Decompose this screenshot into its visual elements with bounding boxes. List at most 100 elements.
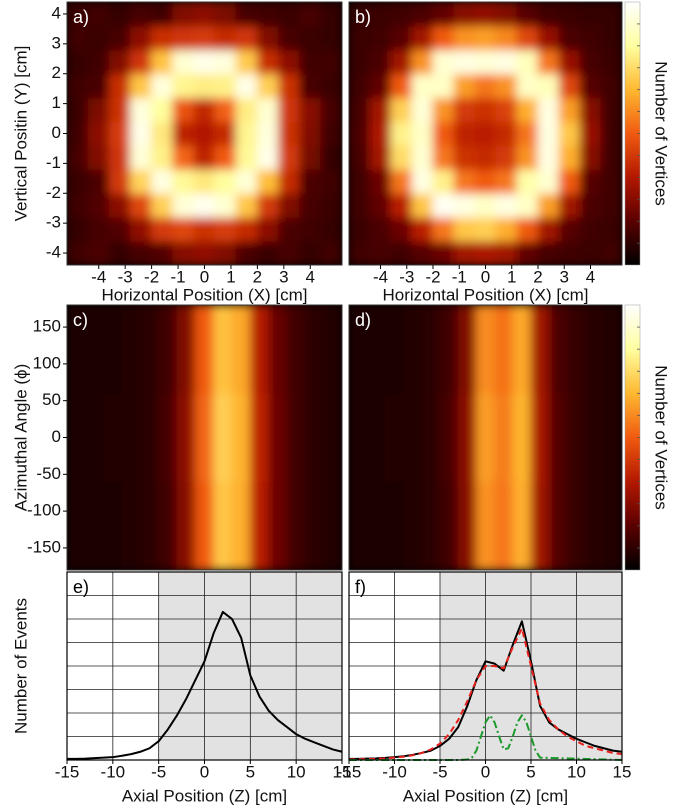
heatmap-cell <box>432 144 455 170</box>
heatmap-cells <box>67 2 342 265</box>
heatmap-cell <box>411 192 434 218</box>
y-tick-label: 1 <box>52 93 61 112</box>
heatmap-cell <box>421 305 441 394</box>
heatmap-cell <box>600 192 622 218</box>
heatmap-cell <box>411 216 434 242</box>
heatmap-cell <box>193 2 216 27</box>
heatmap-cell <box>558 25 581 51</box>
heatmap-cell <box>249 305 270 394</box>
heatmap-cell <box>103 481 123 570</box>
heatmap-cell <box>320 25 342 51</box>
heatmap-cell <box>158 481 178 570</box>
x-tick-label: -15 <box>55 762 80 781</box>
heatmap-cell <box>176 305 196 394</box>
heatmap-cell <box>67 49 89 75</box>
heatmap-cell <box>235 25 258 51</box>
heatmap-cell <box>286 305 306 394</box>
heatmap-cell <box>151 240 174 265</box>
heatmap-cell <box>158 392 178 483</box>
x-tick-label: 0 <box>200 267 209 286</box>
heatmap-cell <box>603 481 622 570</box>
heatmap-cell <box>600 2 622 27</box>
heatmap-cell <box>457 305 477 394</box>
heatmap-cell <box>474 144 497 170</box>
heatmap-cell <box>411 25 434 51</box>
heatmap-cell <box>421 392 441 483</box>
heatmap-cell <box>403 481 423 570</box>
heatmap-cell <box>432 25 455 51</box>
heatmap-cell <box>603 305 622 394</box>
x-tick-label: -15 <box>337 762 362 781</box>
heatmap-cell <box>349 305 368 394</box>
heatmap-cell <box>384 305 405 394</box>
heatmap-cell <box>349 121 371 146</box>
heatmap-cell <box>129 25 153 51</box>
heatmap-cell <box>256 216 280 242</box>
heatmap-cell <box>139 305 160 394</box>
heatmap-cell <box>87 192 110 218</box>
heatmap-cell <box>214 144 237 170</box>
heatmap-cell <box>349 192 371 218</box>
heatmap-cell <box>390 240 413 265</box>
heatmap-cell <box>516 2 539 27</box>
heatmap-cell <box>151 216 174 242</box>
heatmap-cell <box>566 481 587 570</box>
heatmap-cell <box>256 168 280 194</box>
heatmap-cell <box>537 240 560 265</box>
heatmap <box>67 2 342 265</box>
heatmap-cell <box>600 144 622 170</box>
heatmap-cell <box>453 168 476 194</box>
heatmap-cell <box>453 73 476 99</box>
heatmap-cell <box>516 49 539 75</box>
heatmap-cell <box>320 121 342 146</box>
heatmap-cell <box>530 392 550 483</box>
heatmap-cell <box>537 121 560 146</box>
y-tick-label: 2 <box>52 63 61 82</box>
heatmap-cell <box>249 392 270 483</box>
heatmap-cell <box>403 305 423 394</box>
x-axis-label: Axial Position (Z) [cm] <box>122 786 287 805</box>
heatmap-cell <box>474 97 497 123</box>
heatmap-cell <box>537 49 560 75</box>
heatmap-cell <box>349 49 371 75</box>
heatmap-cell <box>299 73 322 99</box>
heatmap-cell <box>495 240 518 265</box>
heatmap-cell <box>600 240 622 265</box>
heatmap-cell <box>516 25 539 51</box>
heatmap-cell <box>390 144 413 170</box>
heatmap-cell <box>299 25 322 51</box>
heatmap-cell <box>432 168 455 194</box>
heatmap-cell <box>537 216 560 242</box>
heatmap-cell <box>320 192 342 218</box>
heatmap-cell <box>411 168 434 194</box>
heatmap-cell <box>87 168 110 194</box>
heatmap-cell <box>129 144 153 170</box>
heatmap-cell <box>176 392 196 483</box>
heatmap-cell <box>558 2 581 27</box>
heatmap-cell <box>278 240 301 265</box>
heatmap-cell <box>67 192 89 218</box>
heatmap-cell <box>84 392 105 483</box>
x-tick-label: 3 <box>279 267 288 286</box>
x-axis-label: Horizontal Position (X) [cm] <box>383 285 589 304</box>
y-tick-label: 4 <box>52 3 61 22</box>
heatmap-cell <box>151 144 174 170</box>
x-tick-label: -2 <box>425 267 440 286</box>
heatmap-cell <box>530 305 550 394</box>
heatmap-cell <box>256 25 280 51</box>
heatmap-cell <box>108 97 131 123</box>
heatmap-cell <box>579 73 602 99</box>
x-tick-label: 2 <box>253 267 262 286</box>
heatmap-cell <box>390 121 413 146</box>
heatmap-cells <box>349 305 622 570</box>
heatmap-cell <box>366 392 386 483</box>
heatmap-cell <box>495 121 518 146</box>
colorbar-label: Number of Vertices <box>652 61 671 206</box>
heatmap-cell <box>495 192 518 218</box>
heatmap-cell <box>286 481 306 570</box>
heatmap-cell <box>349 216 371 242</box>
heatmap-cell <box>214 216 237 242</box>
heatmap-cell <box>558 192 581 218</box>
heatmap-cell <box>286 392 306 483</box>
